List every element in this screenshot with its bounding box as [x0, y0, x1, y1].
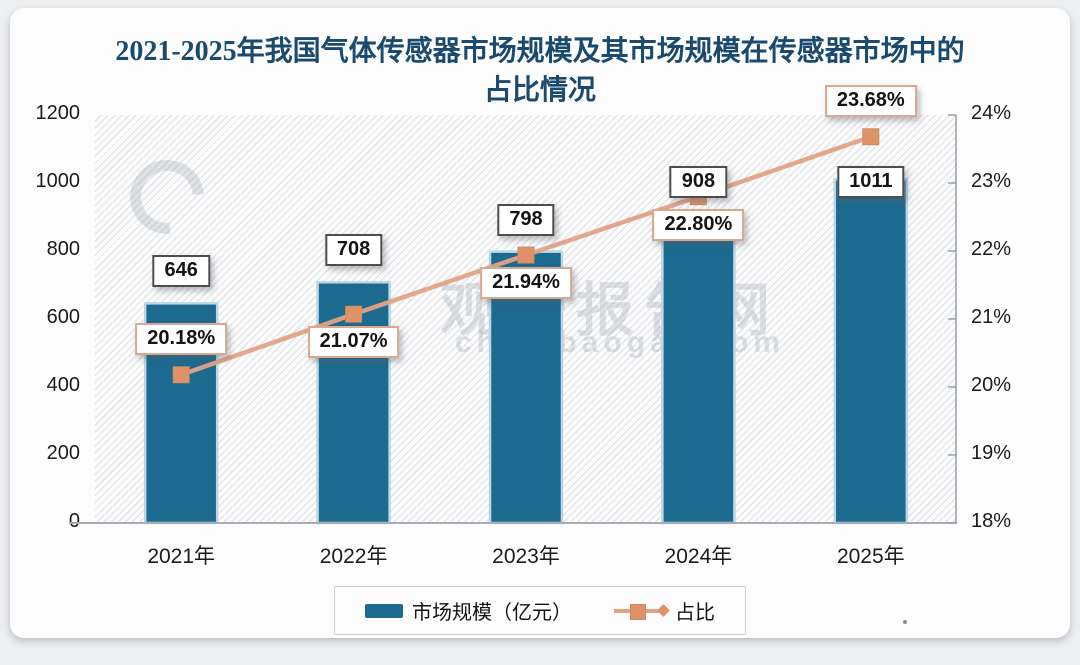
right-axis: 24% 23% 22% 21% 20% 19% 18% — [971, 102, 1041, 532]
right-axis-tick-label: 22% — [971, 238, 1012, 260]
value-label: 708 — [324, 234, 383, 267]
pct-label: 20.18% — [135, 322, 228, 355]
left-axis-tick-label: 0 — [68, 510, 80, 532]
legend-item-line: 占比 — [614, 596, 715, 625]
value-label: 646 — [152, 255, 210, 288]
right-axis-tick-label: 18% — [971, 510, 1012, 532]
pct-label: 21.07% — [307, 326, 400, 359]
left-axis-tick-label: 1000 — [35, 170, 81, 192]
legend-bar-label: 市场规模（亿元） — [412, 602, 572, 624]
right-axis-tick-label: 21% — [971, 306, 1012, 328]
chart-title: 2021-2025年我国气体传感器市场规模及其市场规模在传感器市场中的占比情况 — [115, 36, 965, 106]
line-marker — [172, 366, 190, 384]
line-marker — [862, 128, 880, 146]
x-category-label: 2023年 — [492, 545, 560, 568]
right-axis-tick-label: 20% — [971, 374, 1012, 396]
line-marker — [345, 305, 363, 323]
right-axis-tick-label: 24% — [971, 102, 1012, 124]
chart-canvas — [69, 114, 957, 525]
square-marker-icon — [630, 603, 646, 620]
x-category-label: 2022年 — [319, 545, 388, 568]
stray-dot — [903, 620, 907, 624]
x-category-label: 2025年 — [836, 545, 905, 568]
bar — [661, 213, 736, 525]
chart-labels-overlay: 646 708 798 908 1011 20.18% 21.07% 21.94% 22.80%… — [95, 84, 957, 568]
legend: 市场规模（亿元） 占比 — [334, 586, 746, 635]
left-axis: 1200 1000 800 600 400 200 0 — [18, 102, 86, 532]
diamond-cap-icon — [657, 603, 670, 617]
line-marker — [517, 246, 535, 264]
left-axis-tick-label: 1200 — [35, 102, 81, 124]
x-category-label: 2021年 — [147, 545, 216, 568]
value-label: 1011 — [837, 166, 905, 199]
chart-card: 2021-2025年我国气体传感器市场规模及其市场规模在传感器市场中的占比情况 … — [10, 8, 1070, 638]
left-axis-tick-label: 400 — [46, 374, 80, 396]
right-axis-tick-label: 19% — [971, 442, 1012, 464]
value-label: 908 — [669, 166, 728, 199]
x-category-label: 2024年 — [664, 545, 733, 568]
line-series-glyph-icon — [614, 603, 670, 620]
right-axis-tick-label: 23% — [971, 170, 1012, 192]
left-axis-tick-label: 600 — [46, 306, 80, 328]
plot-area — [69, 114, 957, 525]
value-label: 798 — [497, 203, 555, 236]
legend-line-label: 占比 — [675, 602, 715, 624]
left-axis-tick-label: 800 — [46, 238, 80, 260]
pct-label: 23.68% — [824, 84, 917, 117]
left-axis-tick-label: 200 — [46, 442, 80, 464]
bar-series-swatch-icon — [365, 603, 403, 618]
legend-item-bar: 市场规模（亿元） — [365, 596, 572, 625]
pct-label: 22.80% — [652, 208, 745, 241]
pct-label: 21.94% — [480, 267, 572, 300]
